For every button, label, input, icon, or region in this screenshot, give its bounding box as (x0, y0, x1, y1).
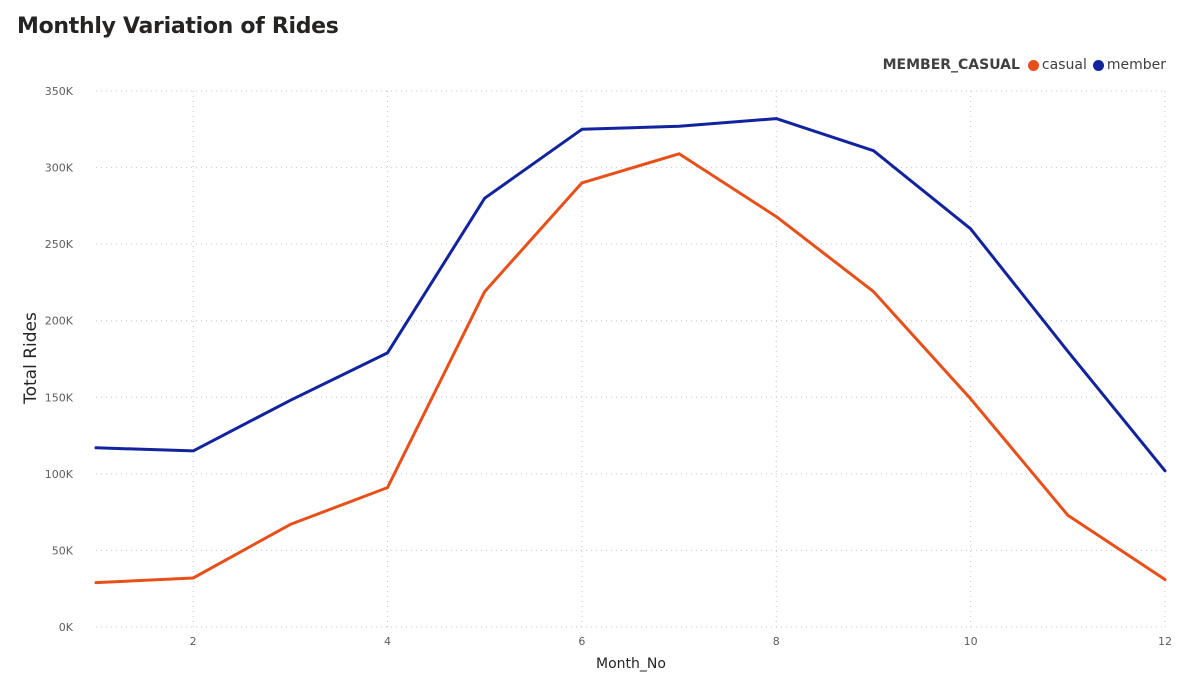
legend-label-casual: casual (1041, 57, 1087, 73)
x-tick-label: 4 (384, 635, 391, 648)
y-tick-label: 50K (52, 544, 74, 557)
chart-title: Monthly Variation of Rides (17, 14, 339, 39)
x-tick-label: 12 (1158, 635, 1172, 648)
series-line-casual[interactable] (94, 152, 1167, 585)
y-tick-label: 100K (45, 468, 74, 481)
y-axis-ticks: 0K 50K 100K 150K 200K 250K 300K 350K (45, 85, 74, 634)
legend: MEMBER_CASUAL casual member (883, 57, 1172, 73)
x-tick-label: 2 (190, 635, 197, 648)
x-axis-label: Month_No (596, 656, 666, 672)
series-line-member[interactable] (94, 117, 1167, 473)
y-tick-label: 200K (45, 315, 74, 328)
legend-swatch-member (1092, 59, 1104, 71)
y-axis-label: Total Rides (21, 312, 41, 405)
y-tick-label: 150K (45, 391, 74, 404)
y-tick-label: 0K (59, 621, 74, 634)
legend-item-member[interactable]: member (1092, 57, 1166, 73)
y-tick-label: 350K (45, 85, 74, 98)
legend-title: MEMBER_CASUAL (882, 57, 1020, 73)
series-lines (94, 117, 1167, 585)
x-axis-ticks: 2 4 6 8 10 12 (190, 635, 1172, 648)
legend-label-member: member (1106, 57, 1166, 73)
x-tick-label: 8 (773, 635, 780, 648)
gridlines (96, 90, 1166, 628)
x-tick-label: 10 (964, 635, 978, 648)
legend-swatch-casual (1027, 59, 1039, 71)
y-tick-label: 300K (45, 162, 74, 175)
legend-item-casual[interactable]: casual (1027, 57, 1087, 73)
x-tick-label: 6 (578, 635, 585, 648)
y-tick-label: 250K (45, 238, 74, 251)
